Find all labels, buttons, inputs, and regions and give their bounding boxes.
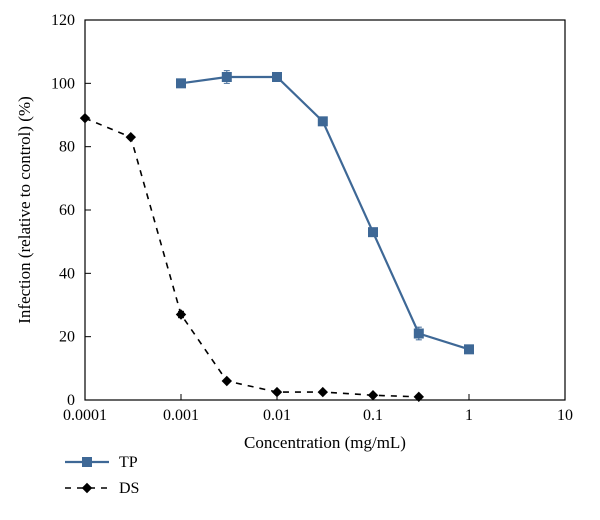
svg-text:40: 40 [59, 265, 75, 282]
svg-text:20: 20 [59, 329, 75, 346]
svg-text:Infection (relative to control: Infection (relative to control) (%) [15, 96, 34, 324]
svg-text:10: 10 [557, 407, 573, 424]
svg-text:0.0001: 0.0001 [63, 407, 107, 424]
svg-text:120: 120 [51, 12, 75, 29]
svg-text:80: 80 [59, 139, 75, 156]
svg-text:1: 1 [465, 407, 473, 424]
svg-text:DS: DS [119, 480, 139, 497]
dose-response-chart: 0.0001 0.001 0.01 0.1 1 10 Concentration (mg/m… [0, 0, 600, 520]
chart-svg: 0.0001 0.001 0.01 0.1 1 10 Concentration (mg/m… [0, 0, 600, 520]
svg-text:100: 100 [51, 75, 75, 92]
svg-text:0: 0 [67, 392, 75, 409]
svg-text:0.1: 0.1 [363, 407, 383, 424]
svg-text:TP: TP [119, 454, 138, 471]
svg-text:60: 60 [59, 202, 75, 219]
svg-text:0.01: 0.01 [263, 407, 291, 424]
svg-text:Concentration (mg/mL): Concentration (mg/mL) [244, 433, 406, 452]
svg-text:0.001: 0.001 [163, 407, 199, 424]
